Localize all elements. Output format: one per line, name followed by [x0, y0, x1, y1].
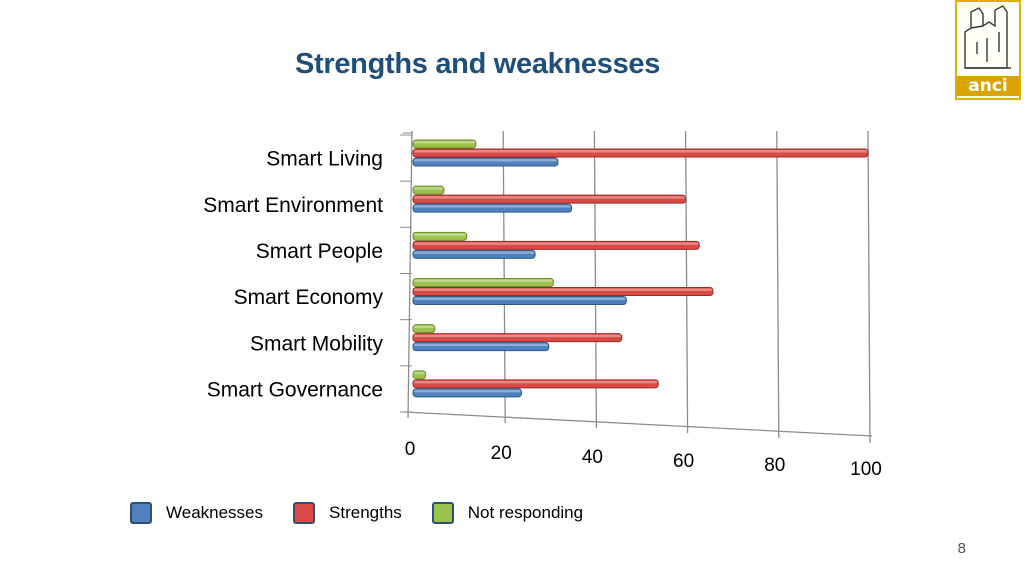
logo-text: anci: [957, 76, 1019, 96]
category-label: Smart Environment: [203, 194, 383, 217]
bar-weaknesses: [412, 249, 536, 259]
bar-strengths: [412, 379, 659, 389]
category-labels: Smart Living Smart Environment Smart Peopl…: [203, 148, 383, 402]
bar-weaknesses: [412, 388, 522, 398]
bar-body: [412, 287, 714, 296]
bar-highlight: [414, 251, 535, 254]
bar-highlight: [414, 159, 557, 162]
axis-baseline: [403, 411, 873, 437]
bar-highlight: [414, 205, 571, 208]
bar-body: [412, 139, 477, 149]
bar-strengths: [412, 194, 687, 204]
bar-highlight: [414, 380, 658, 384]
x-tick-label: 0: [405, 439, 416, 460]
x-tick-label: 40: [582, 447, 603, 468]
x-tick-label: 20: [491, 443, 512, 464]
bar-strengths: [412, 287, 714, 296]
bar-highlight: [414, 334, 621, 338]
gridline: [407, 130, 413, 419]
bar-not-responding: [412, 324, 436, 334]
gridline: [684, 130, 689, 434]
bar-weaknesses: [412, 157, 559, 167]
bar-highlight: [414, 371, 425, 375]
category-label: Smart People: [256, 240, 383, 263]
bar-body: [412, 231, 468, 241]
legend-swatch-not-responding: [431, 502, 454, 524]
bar-not-responding: [412, 370, 427, 380]
x-tick-label: 60: [673, 451, 694, 472]
bar-body: [412, 296, 627, 305]
category-label: Smart Mobility: [250, 332, 384, 355]
legend-swatch-strengths: [293, 502, 316, 524]
chart-gridlines: [400, 130, 873, 444]
bar-body: [412, 157, 559, 167]
category-label: Smart Economy: [234, 286, 384, 309]
bar-body: [412, 240, 700, 250]
category-label: Smart Governance: [207, 378, 383, 401]
bar-highlight: [414, 343, 548, 347]
bar-not-responding: [412, 231, 468, 241]
page-number: 8: [957, 540, 966, 557]
bar-strengths: [412, 148, 869, 158]
bar-highlight: [414, 150, 867, 153]
bar-highlight: [414, 288, 712, 291]
bar-body: [412, 342, 550, 352]
bar-body: [412, 333, 623, 343]
x-tick-label: 80: [764, 455, 785, 476]
legend-item-strengths: Strengths: [293, 502, 402, 524]
chart-legend: Weaknesses Strengths Not responding: [130, 498, 613, 528]
legend-label-strengths: Strengths: [329, 503, 402, 522]
bar-highlight: [414, 389, 521, 393]
bar-body: [412, 370, 427, 380]
bar-body: [412, 278, 554, 287]
x-axis-ticks: 0 20 40 60 80 100: [405, 439, 882, 480]
bar-body: [412, 249, 536, 259]
bar-not-responding: [412, 278, 554, 287]
bar-highlight: [414, 187, 443, 190]
gridline: [502, 130, 506, 424]
gridline: [593, 130, 598, 429]
bar-highlight: [414, 233, 466, 236]
bar-highlight: [414, 242, 699, 245]
bar-highlight: [414, 297, 626, 300]
castle-icon: [964, 5, 1011, 69]
legend-label-weaknesses: Weaknesses: [166, 503, 264, 522]
bar-highlight: [414, 325, 434, 329]
bar-body: [412, 194, 687, 204]
bar-body: [412, 148, 869, 158]
bar-highlight: [414, 196, 685, 199]
slide-title: Strengths and weaknesses: [294, 48, 661, 80]
legend-item-not-responding: Not responding: [431, 502, 584, 524]
x-tick-label: 100: [850, 459, 882, 480]
legend-swatch-weaknesses: [130, 502, 152, 524]
legend-item-weaknesses: Weaknesses: [130, 502, 263, 524]
bar-body: [412, 185, 445, 195]
chart-bars: [412, 139, 869, 398]
legend-label-not-responding: Not responding: [467, 503, 584, 522]
bar-body: [412, 388, 522, 398]
bar-not-responding: [412, 139, 477, 149]
bar-strengths: [412, 333, 623, 343]
gridline: [776, 130, 780, 439]
category-label: Smart Living: [266, 148, 383, 171]
bar-body: [412, 379, 659, 389]
bar-highlight: [414, 279, 553, 282]
bar-highlight: [414, 141, 475, 144]
gridline: [867, 130, 871, 444]
bar-body: [412, 203, 573, 213]
anci-logo: anci: [955, 0, 1021, 100]
bar-not-responding: [412, 185, 445, 195]
bar-body: [412, 324, 436, 334]
bar-weaknesses: [412, 203, 573, 213]
bar-weaknesses: [412, 296, 627, 305]
bar-weaknesses: [412, 342, 550, 352]
bar-strengths: [412, 240, 700, 250]
